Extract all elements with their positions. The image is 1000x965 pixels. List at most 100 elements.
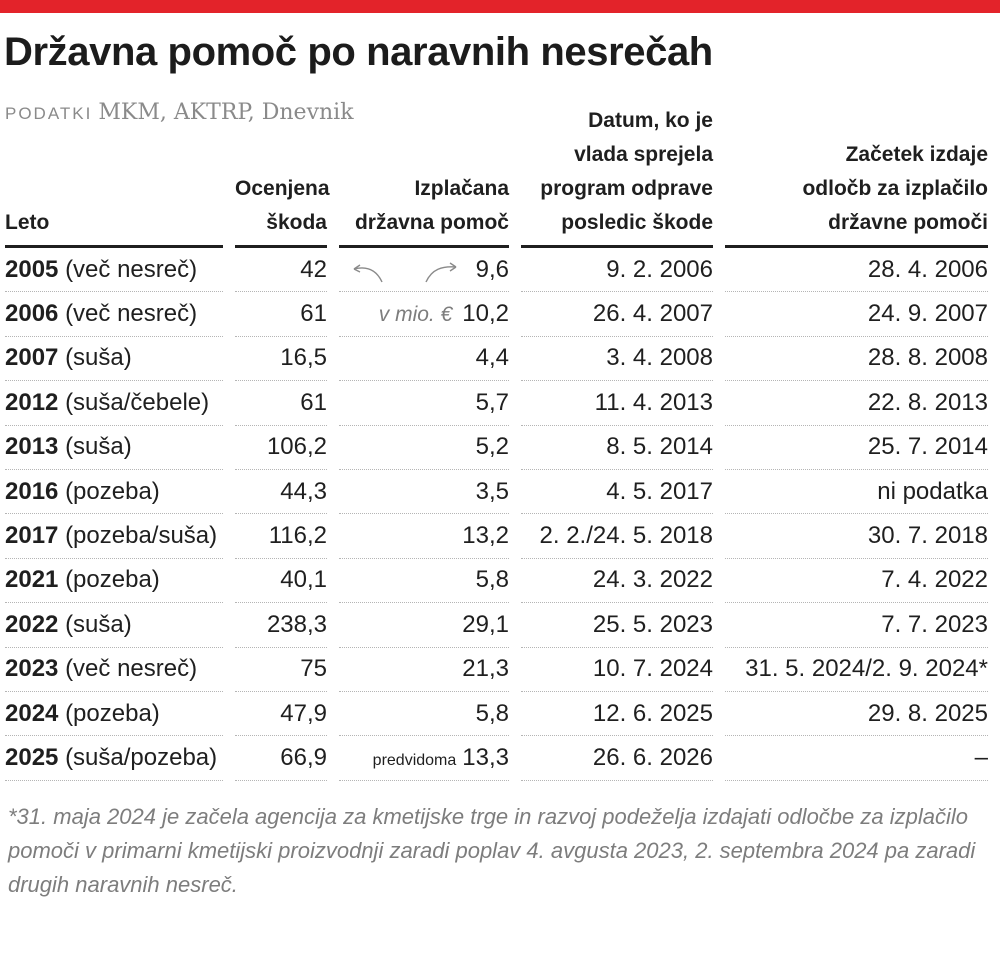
cell-payout-start: 30. 7. 2018 <box>725 514 988 559</box>
disaster-type: (suša) <box>65 344 132 372</box>
cell-payout-start: 7. 7. 2023 <box>725 603 988 648</box>
cell-payout-start: 25. 7. 2014 <box>725 426 988 470</box>
table-row: 2007 (suša) 16,5 4,4 3. 4. 2008 28. 8. 2008 <box>5 337 988 382</box>
cell-year: 2024 (pozeba) <box>5 692 223 737</box>
cell-year: 2005 (več nesreč) <box>5 248 223 293</box>
cell-year: 2017 (pozeba/suša) <box>5 514 223 559</box>
aid-value: 5,7 <box>475 388 509 416</box>
cell-aid: 5,8 <box>339 559 509 604</box>
cell-year: 2023 (več nesreč) <box>5 648 223 692</box>
cell-payout-start: – <box>725 736 988 781</box>
disaster-type: (več nesreč) <box>65 255 198 283</box>
table-row: 2017 (pozeba/suša) 116,2 13,2 2. 2./24. 5. … <box>5 514 988 559</box>
year-label: 2006 <box>5 300 59 328</box>
cell-payout-start: ni podatka <box>725 470 988 515</box>
aid-value: 5,2 <box>475 433 509 461</box>
cell-aid: 5,2 <box>339 426 509 470</box>
table-row: 2012 (suša/čebele) 61 5,7 11. 4. 2013 22. 8.… <box>5 381 988 426</box>
unit-arrows-icon <box>353 262 457 283</box>
cell-year: 2006 (več nesreč) <box>5 292 223 337</box>
cell-aid: 5,7 <box>339 381 509 426</box>
year-label: 2013 <box>5 433 59 461</box>
disaster-type: (suša) <box>65 433 132 461</box>
cell-damage: 44,3 <box>235 470 327 515</box>
year-label: 2022 <box>5 610 59 638</box>
arrow-right-icon <box>425 266 457 283</box>
disaster-type: (suša/pozeba) <box>65 743 218 771</box>
table-row: 2005 (več nesreč) 42 9,6 9. 2. 2006 28. 4. 2… <box>5 248 988 293</box>
aid-value: 9,6 <box>475 255 509 283</box>
cell-damage: 16,5 <box>235 337 327 382</box>
disaster-type: (pozeba) <box>65 477 160 505</box>
disaster-type: (pozeba) <box>65 699 160 727</box>
cell-damage: 238,3 <box>235 603 327 648</box>
cell-program-date: 4. 5. 2017 <box>521 470 713 515</box>
cell-aid: 21,3 <box>339 648 509 692</box>
aid-value: 10,2 <box>462 300 509 328</box>
unit-note: v mio. € <box>378 303 453 327</box>
cell-program-date: 26. 6. 2026 <box>521 736 713 781</box>
year-label: 2023 <box>5 655 59 683</box>
cell-damage: 75 <box>235 648 327 692</box>
cell-program-date: 24. 3. 2022 <box>521 559 713 604</box>
disaster-type: (pozeba/suša) <box>65 522 218 550</box>
cell-program-date: 8. 5. 2014 <box>521 426 713 470</box>
cell-payout-start: 28. 4. 2006 <box>725 248 988 293</box>
cell-year: 2022 (suša) <box>5 603 223 648</box>
cell-damage: 116,2 <box>235 514 327 559</box>
disaster-type: (pozeba) <box>65 566 160 594</box>
year-label: 2016 <box>5 477 59 505</box>
cell-payout-start: 24. 9. 2007 <box>725 292 988 337</box>
cell-damage: 40,1 <box>235 559 327 604</box>
table-row: 2025 (suša/pozeba) 66,9 predvidoma 13,3 26. … <box>5 736 988 781</box>
header-row: Leto Ocenjena škoda Izplačana državna po… <box>5 104 988 248</box>
cell-aid: 13,2 <box>339 514 509 559</box>
cell-damage: 61 <box>235 292 327 337</box>
aid-value: 13,3 <box>462 743 509 771</box>
aid-value: 4,4 <box>475 344 509 372</box>
column-header-payout-start: Začetek izdaje odločb za izplačilo držav… <box>725 104 988 248</box>
year-label: 2021 <box>5 566 59 594</box>
cell-aid: 9,6 <box>339 248 509 293</box>
aid-value: 21,3 <box>462 655 509 683</box>
year-label: 2024 <box>5 699 59 727</box>
cell-year: 2025 (suša/pozeba) <box>5 736 223 781</box>
page-title: Državna pomoč po naravnih nesrečah <box>4 30 713 74</box>
cell-payout-start: 22. 8. 2013 <box>725 381 988 426</box>
cell-damage: 42 <box>235 248 327 293</box>
cell-year: 2013 (suša) <box>5 426 223 470</box>
cell-aid: 3,5 <box>339 470 509 515</box>
cell-aid: 4,4 <box>339 337 509 382</box>
cell-year: 2012 (suša/čebele) <box>5 381 223 426</box>
aid-value: 5,8 <box>475 566 509 594</box>
cell-payout-start: 7. 4. 2022 <box>725 559 988 604</box>
cell-damage: 66,9 <box>235 736 327 781</box>
aid-value: 29,1 <box>462 610 509 638</box>
source-text: MKM, AKTRP, Dnevnik <box>98 100 354 125</box>
source-line: PODATKI MKM, AKTRP, Dnevnik <box>5 100 354 125</box>
year-label: 2007 <box>5 344 59 372</box>
aid-value: 13,2 <box>462 522 509 550</box>
arrow-left-icon <box>353 267 383 283</box>
cell-program-date: 25. 5. 2023 <box>521 603 713 648</box>
table-row: 2022 (suša) 238,3 29,1 25. 5. 2023 7. 7. 202… <box>5 603 988 648</box>
data-table: Leto Ocenjena škoda Izplačana državna po… <box>0 104 1000 781</box>
year-label: 2012 <box>5 388 59 416</box>
cell-year: 2016 (pozeba) <box>5 470 223 515</box>
cell-payout-start: 29. 8. 2025 <box>725 692 988 737</box>
cell-program-date: 3. 4. 2008 <box>521 337 713 382</box>
table-row: 2024 (pozeba) 47,9 5,8 12. 6. 2025 29. 8. 20… <box>5 692 988 737</box>
aid-prefix: predvidoma <box>372 751 457 769</box>
cell-aid: v mio. € 10,2 <box>339 292 509 337</box>
table-row: 2023 (več nesreč) 75 21,3 10. 7. 2024 31. 5.… <box>5 648 988 692</box>
column-header-damage: Ocenjena škoda <box>235 104 330 248</box>
table-row: 2006 (več nesreč) 61 v mio. € 10,2 26. 4. 20… <box>5 292 988 337</box>
disaster-type: (več nesreč) <box>65 300 198 328</box>
cell-aid: 5,8 <box>339 692 509 737</box>
cell-program-date: 9. 2. 2006 <box>521 248 713 293</box>
table-row: 2013 (suša) 106,2 5,2 8. 5. 2014 25. 7. 2014 <box>5 426 988 470</box>
disaster-type: (suša/čebele) <box>65 388 210 416</box>
disaster-type: (suša) <box>65 610 132 638</box>
cell-damage: 61 <box>235 381 327 426</box>
table-row: 2016 (pozeba) 44,3 3,5 4. 5. 2017 ni podatka <box>5 470 988 515</box>
